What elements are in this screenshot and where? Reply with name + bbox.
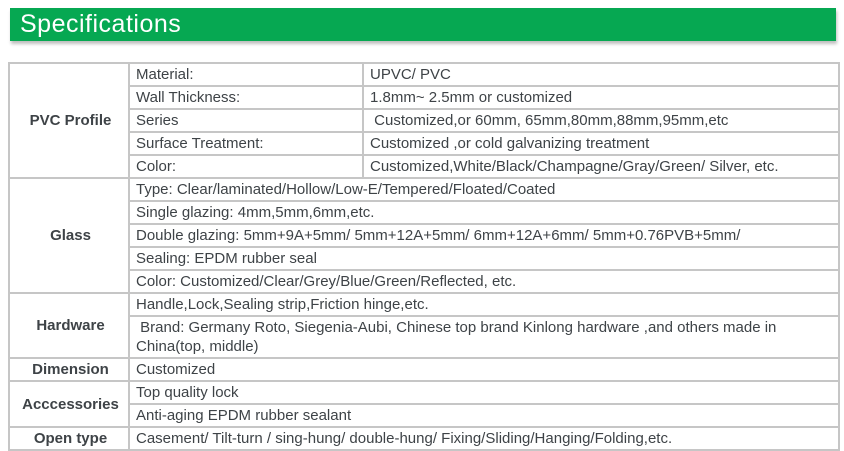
table-row: Color: Customized,White/Black/Champagne/… <box>9 154 840 179</box>
specifications-table: PVC Profile Material: UPVC/ PVC Wall Thi… <box>8 62 840 451</box>
table-row: Surface Treatment: Customized ,or cold g… <box>9 131 840 156</box>
page-title: Specifications <box>20 10 182 38</box>
spec-value: Top quality lock <box>128 380 840 405</box>
section-name-dimension: Dimension <box>8 357 130 382</box>
spec-value: Handle,Lock,Sealing strip,Friction hinge… <box>128 292 840 317</box>
table-row: Anti-aging EPDM rubber sealant <box>9 403 840 428</box>
spec-value: UPVC/ PVC <box>362 62 840 87</box>
section-name-accessories: Acccessories <box>8 380 130 428</box>
spec-value: Customized,White/Black/Champagne/Gray/Gr… <box>362 154 840 179</box>
section-name-hardware: Hardware <box>8 292 130 359</box>
table-row: Hardware Handle,Lock,Sealing strip,Frict… <box>8 292 840 359</box>
spec-value: Customized <box>128 357 840 382</box>
table-row: Series Customized,or 60mm, 65mm,80mm,88m… <box>9 108 840 133</box>
spec-value: Single glazing: 4mm,5mm,6mm,etc. <box>128 200 840 225</box>
table-row: PVC Profile Material: UPVC/ PVC <box>8 62 840 179</box>
table-row: Acccessories Top quality lock <box>8 380 840 428</box>
spec-value: Anti-aging EPDM rubber sealant <box>128 403 840 428</box>
spec-label: Color: <box>128 154 364 179</box>
spec-label: Wall Thickness: <box>128 85 364 110</box>
spec-value: Casement/ Tilt-turn / sing-hung/ double-… <box>128 426 840 451</box>
table-row: Brand: Germany Roto, Siegenia-Aubi, Chin… <box>9 315 840 359</box>
table-row: Wall Thickness: 1.8mm~ 2.5mm or customiz… <box>9 85 840 110</box>
spec-value: Double glazing: 5mm+9A+5mm/ 5mm+12A+5mm/… <box>128 223 840 248</box>
spec-value: Customized ,or cold galvanizing treatmen… <box>362 131 840 156</box>
spec-value: Brand: Germany Roto, Siegenia-Aubi, Chin… <box>128 315 840 359</box>
spec-label: Series <box>128 108 364 133</box>
section-title-bar: Specifications <box>10 8 836 41</box>
table-row: Open type Casement/ Tilt-turn / sing-hun… <box>8 426 840 451</box>
spec-value: 1.8mm~ 2.5mm or customized <box>362 85 840 110</box>
section-name-glass: Glass <box>8 177 130 294</box>
table-row: Dimension Customized <box>8 357 840 382</box>
spec-label: Surface Treatment: <box>128 131 364 156</box>
section-name-pvc-profile: PVC Profile <box>8 62 130 179</box>
spec-value: Color: Customized/Clear/Grey/Blue/Green/… <box>128 269 840 294</box>
table-row: Glass Type: Clear/laminated/Hollow/Low-E… <box>8 177 840 294</box>
table-row: Double glazing: 5mm+9A+5mm/ 5mm+12A+5mm/… <box>9 223 840 248</box>
spec-value: Sealing: EPDM rubber seal <box>128 246 840 271</box>
table-row: Single glazing: 4mm,5mm,6mm,etc. <box>9 200 840 225</box>
table-row: Color: Customized/Clear/Grey/Blue/Green/… <box>9 269 840 294</box>
spec-value: Type: Clear/laminated/Hollow/Low-E/Tempe… <box>128 177 840 202</box>
section-name-open-type: Open type <box>8 426 130 451</box>
spec-value: Customized,or 60mm, 65mm,80mm,88mm,95mm,… <box>362 108 840 133</box>
spec-label: Material: <box>128 62 364 87</box>
table-row: Sealing: EPDM rubber seal <box>9 246 840 271</box>
